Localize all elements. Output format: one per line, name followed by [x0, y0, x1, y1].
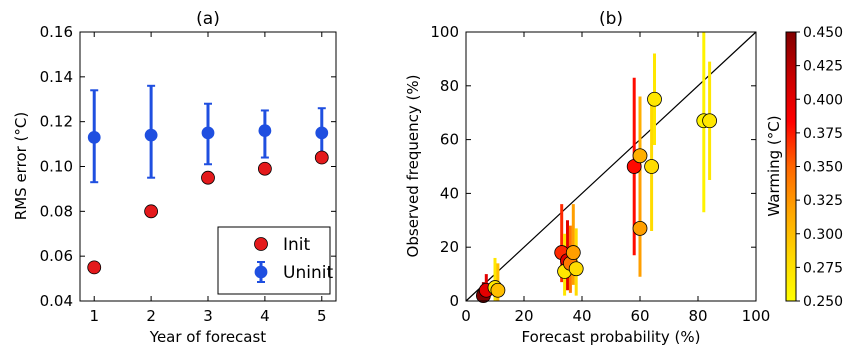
panel-b-title: (b)	[599, 9, 623, 29]
x-tick-label: 20	[514, 307, 533, 325]
reliability-point	[702, 113, 717, 129]
panel-b: (b) 0 20 40 60 80 100 0 20 40 60 80 100 Forecast pr…	[404, 9, 770, 346]
y-tick-label: 0.10	[40, 158, 73, 176]
panel-a-ticks: 1 2 3 4 5 0.04 0.06 0.08 0.10 0.12 0.14 0.16	[40, 23, 336, 325]
legend-box	[217, 226, 331, 295]
legend-marker-uninit	[254, 265, 268, 279]
panel-b-ylabel: Observed frequency (%)	[404, 75, 422, 258]
x-tick-label: 4	[260, 307, 270, 325]
x-tick-label: 80	[688, 307, 707, 325]
x-tick-label: 2	[146, 307, 156, 325]
colorbar-tick-label: 0.450	[803, 25, 843, 41]
x-tick-label: 1	[89, 307, 99, 325]
reliability-point	[490, 282, 506, 298]
colorbar-tick-label: 0.300	[803, 227, 843, 243]
init-point	[257, 161, 272, 176]
y-tick-label: 100	[430, 23, 459, 41]
legend-entry-init: Init	[254, 235, 311, 255]
uninit-point	[315, 126, 329, 140]
colorbar-tick-label: 0.275	[803, 260, 843, 276]
init-point	[314, 150, 329, 165]
uninit-point	[87, 130, 101, 144]
panel-a: (a) 1 2 3 4 5 0.04 0.06 0.08 0.10 0.12 0.14 0.16 Ye…	[12, 9, 337, 346]
reliability-point	[632, 148, 648, 164]
y-tick-label: 0.04	[40, 292, 73, 310]
y-tick-label: 60	[440, 131, 459, 149]
colorbar-bar	[785, 31, 797, 302]
y-tick-label: 0.06	[40, 247, 73, 265]
colorbar-tick-label: 0.425	[803, 59, 843, 75]
legend-label-uninit: Uninit	[283, 263, 333, 283]
uninit-point	[201, 126, 215, 140]
panel-b-ticks: 0 20 40 60 80 100 0 20 40 60 80 100	[430, 23, 770, 325]
x-tick-label: 5	[317, 307, 327, 325]
y-tick-label: 0.14	[40, 68, 73, 86]
legend-label-init: Init	[283, 235, 311, 255]
panel-a-xlabel: Year of forecast	[149, 328, 267, 346]
colorbar-tick-label: 0.250	[803, 294, 843, 310]
reliability-point	[568, 261, 584, 277]
legend-marker-init	[254, 237, 268, 251]
panel-a-marks	[87, 84, 329, 275]
init-point	[144, 204, 159, 219]
y-tick-label: 40	[440, 184, 459, 202]
init-point	[201, 170, 215, 185]
colorbar-label: Warming (°C)	[765, 115, 783, 216]
y-tick-label: 0.12	[40, 113, 73, 131]
uninit-point	[258, 124, 272, 138]
y-tick-label: 0.08	[40, 202, 73, 220]
colorbar-tick-label: 0.375	[803, 126, 843, 142]
legend: Init Uninit	[217, 226, 333, 295]
colorbar-ticks: 0.250 0.275 0.300 0.325 0.350 0.375 0.400 0.425…	[796, 25, 843, 310]
perfect-reliability-diagonal	[465, 31, 757, 302]
y-tick-label: 20	[440, 238, 459, 256]
panel-a-ylabel: RMS error (°C)	[12, 112, 30, 220]
y-tick-label: 0.16	[40, 23, 73, 41]
x-tick-label: 40	[572, 307, 591, 325]
colorbar-tick-label: 0.400	[803, 92, 843, 108]
panel-b-xlabel: Forecast probability (%)	[522, 328, 701, 346]
uninit-point	[144, 128, 158, 142]
legend-entry-uninit: Uninit	[254, 261, 333, 283]
y-tick-label: 80	[440, 77, 459, 95]
panel-b-marks	[475, 32, 717, 304]
y-tick-label: 0	[449, 292, 459, 310]
colorbar-tick-label: 0.325	[803, 193, 843, 209]
reliability-point	[647, 91, 662, 107]
panel-a-title: (a)	[196, 9, 220, 29]
x-tick-label: 100	[742, 307, 771, 325]
x-tick-label: 60	[630, 307, 649, 325]
colorbar-tick-label: 0.350	[803, 160, 843, 176]
reliability-point	[632, 220, 648, 236]
x-tick-label: 3	[203, 307, 213, 325]
colorbar: 0.250 0.275 0.300 0.325 0.350 0.375 0.400 0.425…	[765, 25, 843, 310]
reliability-point	[565, 245, 581, 260]
panel-b-frame	[465, 31, 757, 302]
reliability-point	[644, 159, 659, 174]
init-point	[87, 260, 102, 275]
x-tick-label: 0	[461, 307, 471, 325]
